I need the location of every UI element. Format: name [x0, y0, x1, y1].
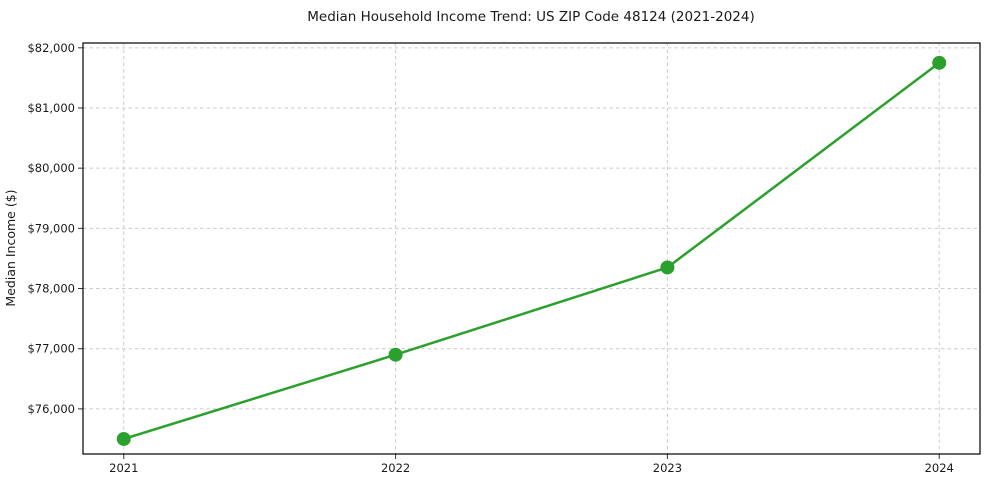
y-tick-label: $78,000: [27, 282, 75, 296]
data-point-marker: [932, 55, 947, 70]
y-tick-label: $80,000: [27, 161, 75, 175]
x-tick-label: 2021: [109, 461, 138, 475]
y-tick-label: $81,000: [27, 101, 75, 115]
data-point-marker: [116, 431, 131, 446]
data-point-marker: [388, 347, 403, 362]
x-tick-label: 2022: [381, 461, 410, 475]
y-axis-label: Median Income ($): [3, 189, 18, 306]
trend-line: [122, 61, 941, 441]
data-point-marker: [660, 260, 675, 275]
plot-area: $76,000 $77,000 $78,000 $79,000 $80,000 $81,0…: [27, 41, 981, 475]
y-tick-label: $77,000: [27, 342, 75, 356]
chart-title: Median Household Income Trend: US ZIP Co…: [307, 9, 755, 25]
y-tick-label: $82,000: [27, 41, 75, 55]
y-tick-label: $76,000: [27, 402, 75, 416]
y-tick-label: $79,000: [27, 221, 75, 235]
plot-spines: [82, 42, 981, 455]
x-tick-label: 2024: [925, 461, 954, 475]
x-tick-label: 2023: [653, 461, 682, 475]
